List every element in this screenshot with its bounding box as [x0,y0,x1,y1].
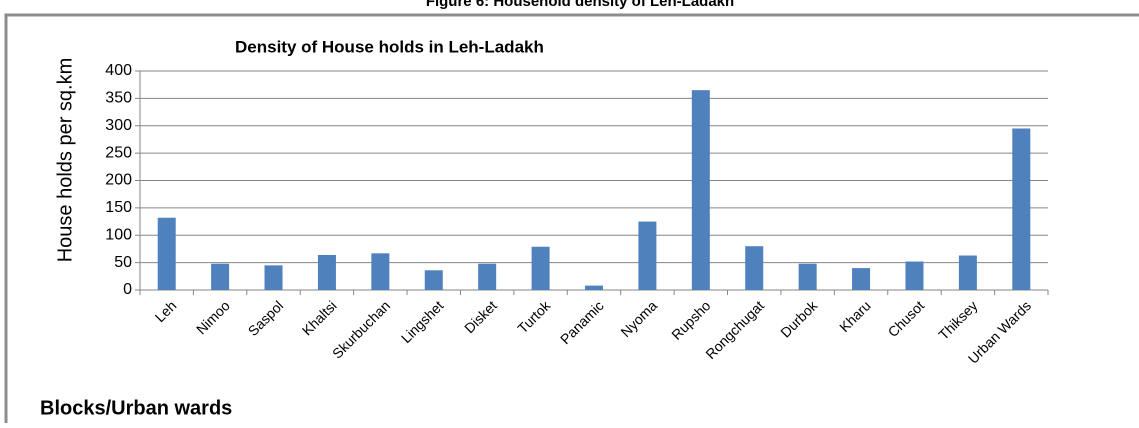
y-tick-label: 100 [105,226,132,243]
y-tick-label: 50 [114,254,132,271]
x-tick-label: Disket [461,297,500,336]
x-tick-label: Chusot [885,297,928,340]
y-tick-label: 250 [105,144,132,161]
x-tick-label: Skurbuchan [329,297,393,361]
bar [852,268,871,290]
bar [585,285,603,290]
bar [531,246,550,290]
y-tick-label: 200 [105,172,132,189]
y-axis-label: House holds per sq.km [54,58,76,263]
bar [317,254,336,290]
x-tick-label: Rupsho [668,297,714,343]
bar [371,253,390,290]
x-tick-label: Lingshet [398,297,447,346]
x-tick-label: Nimoo [193,297,233,337]
bar [958,255,977,290]
bar [478,263,497,290]
x-axis-label: Blocks/Urban wards [40,397,232,419]
x-tick-label: Saspol [245,297,287,339]
y-tick-label: 0 [123,281,132,298]
bar [264,265,283,290]
x-tick-label: Turtok [514,297,554,337]
x-tick-label: Panamic [557,297,607,347]
bar [157,217,176,290]
y-tick-label: 300 [105,117,132,134]
bar [424,270,443,290]
x-tick-label: Rongchugat [702,297,767,362]
bar [211,263,230,290]
figure-caption: Figure 6: Household density of Leh-Ladak… [426,0,734,10]
x-tick-label: Thiksey [935,297,980,342]
bar [638,221,657,290]
bar [905,261,924,290]
y-tick-label: 350 [105,90,132,107]
x-tick-label: Khaltsi [299,297,340,338]
y-tick-label: 400 [105,62,132,79]
y-tick-label: 150 [105,199,132,216]
x-tick-label: Nyoma [617,297,660,340]
frame [4,13,1139,423]
chart-title: Density of House holds in Leh-Ladakh [235,37,544,56]
x-tick-label: Kharu [836,297,874,335]
bar [691,90,710,290]
x-tick-label: Leh [152,297,180,325]
bar [745,246,764,290]
bar [1012,128,1031,290]
x-tick-label: Durbok [777,297,821,341]
bar [798,263,817,290]
